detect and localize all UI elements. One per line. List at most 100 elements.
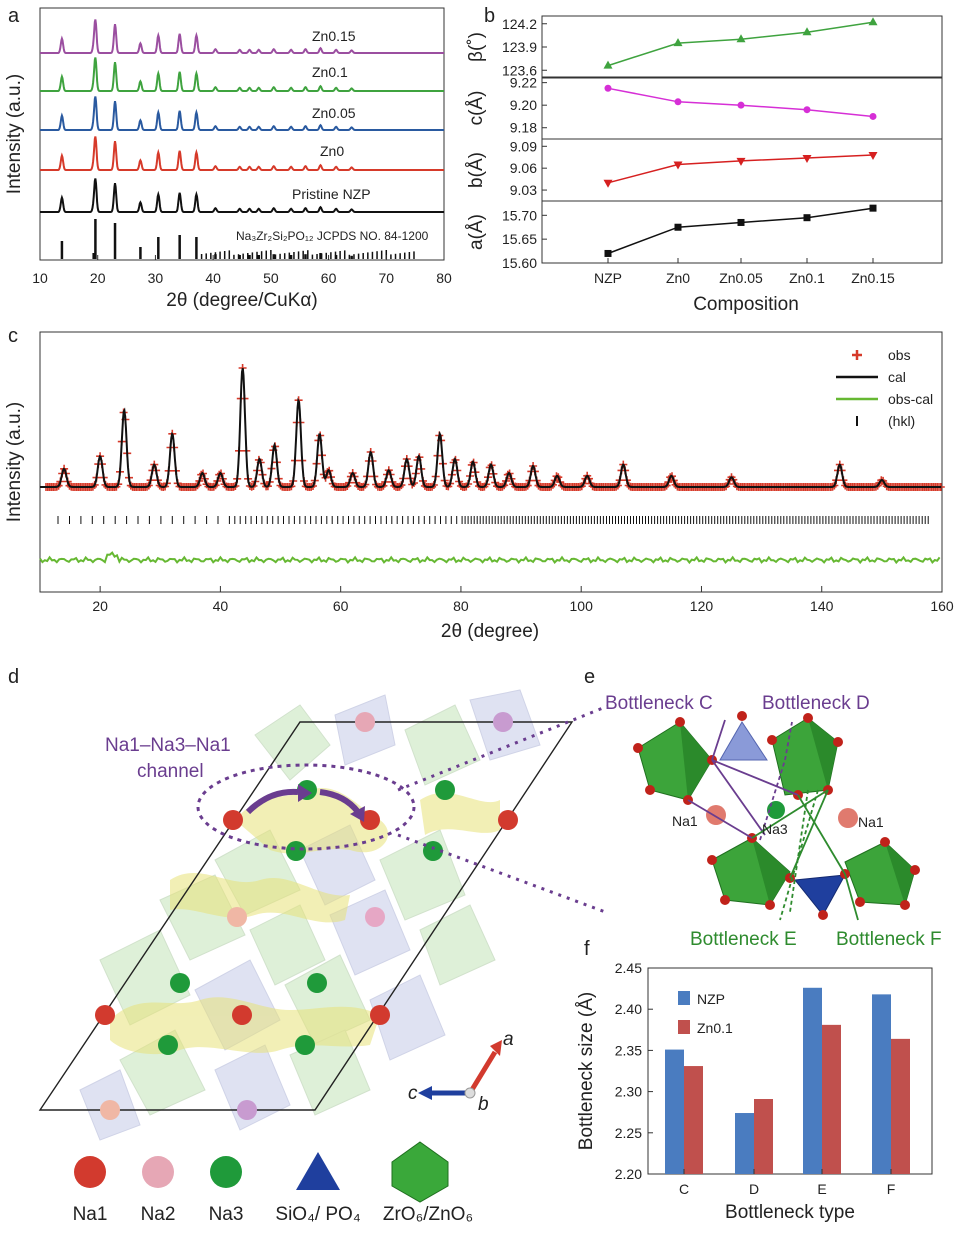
series-label-zn005: Zn0.05 (312, 105, 356, 121)
y-tick-label: 9.18 (510, 120, 537, 136)
subplot-frame (541, 200, 943, 264)
oxygen-atom (737, 711, 747, 721)
x-tick-label: 40 (205, 270, 221, 286)
y-tick-label: 2.20 (615, 1166, 642, 1182)
x-tick-label: Zn0 (666, 270, 690, 286)
panel-f-bar-chart: 2.20 2.25 2.30 2.35 2.40 2.45 C D E F NZP Zn0.1 Bo… (576, 960, 933, 1223)
panel-label-b: b (484, 5, 495, 27)
panel-c-xlabel: 2θ (degree) (441, 621, 539, 642)
series-label-zn0: Zn0 (320, 143, 344, 159)
x-tick-label: 120 (690, 598, 714, 614)
oxygen-atom (900, 900, 910, 910)
legend-tetrahedron-swatch (296, 1152, 340, 1190)
y-tick-label: 9.22 (510, 75, 537, 91)
panel-f-xlabel: Bottleneck type (725, 1202, 855, 1223)
axis-c-arrowhead (418, 1086, 432, 1100)
bottleneck-line (797, 794, 846, 875)
series-label-zn015: Zn0.15 (312, 28, 356, 44)
data-point (604, 84, 612, 92)
label-bottleneck-d: Bottleneck D (762, 693, 870, 714)
x-tick-label: Zn0.15 (851, 270, 895, 286)
data-point (868, 152, 878, 161)
legend-na2-label: Na2 (141, 1204, 176, 1225)
channel-label-line2: channel (137, 761, 204, 782)
bottleneck-line (779, 789, 819, 921)
panel-a-ylabel: Intensity (a.u.) (4, 74, 25, 194)
x-tick-label: 30 (148, 270, 164, 286)
na2-atom (237, 1100, 257, 1120)
hkl-ticks (57, 516, 929, 524)
panel-c-frame (39, 331, 943, 593)
label-bottleneck-c: Bottleneck C (605, 693, 713, 714)
y-tick-label: 9.03 (510, 182, 537, 198)
legend-swatch (678, 991, 690, 1005)
zoom-line-bottom (397, 833, 609, 915)
channel-label-line1: Na1–Na3–Na1 (105, 735, 231, 756)
bottleneck-line (789, 789, 829, 879)
data-point (802, 27, 812, 36)
x-tick-label: 70 (378, 270, 394, 286)
bottleneck-line (687, 799, 753, 839)
panel-f-legend: NZP Zn0.1 (678, 991, 733, 1036)
na1-atom (360, 810, 380, 830)
x-tick-label: NZP (594, 270, 622, 286)
oxygen-atom (818, 910, 828, 920)
oxygen-atom (910, 865, 920, 875)
subplot-ylabel: β(˚) (466, 32, 487, 62)
zoom-line-top (397, 704, 609, 792)
na2-atom (227, 907, 247, 927)
y-tick-label: 9.06 (510, 160, 537, 176)
octahedron-face (808, 718, 838, 790)
x-tick-label: C (679, 1181, 689, 1197)
y-tick-label: 2.30 (615, 1084, 642, 1100)
x-tick-label: Zn0.1 (789, 270, 825, 286)
channel-arrow-right (319, 789, 361, 814)
oxygen-atom (803, 713, 813, 723)
legend-octahedron-swatch (391, 1141, 449, 1203)
x-tick-label: E (817, 1181, 826, 1197)
oxygen-atom (707, 855, 717, 865)
data-point (737, 101, 745, 109)
channel-arrowhead-left (298, 784, 312, 802)
x-tick-label: 10 (32, 270, 48, 286)
y-tick-label: 9.09 (510, 138, 537, 154)
cal-line (40, 367, 942, 488)
x-tick-label: 40 (213, 598, 229, 614)
na3-atom (295, 1035, 315, 1055)
legend-sio4-label: SiO₄/ PO₄ (275, 1204, 360, 1225)
label-na1-left: Na1 (672, 813, 698, 829)
legend-zro6-label: ZrO₆/ZnO₆ (383, 1204, 473, 1225)
data-point (603, 179, 613, 188)
y-tick-label: 2.25 (615, 1125, 642, 1141)
xrd-trace-pristinenzp (40, 178, 444, 213)
label-bottleneck-f: Bottleneck F (836, 929, 942, 950)
xrd-trace-zn005 (40, 96, 444, 131)
obs-cal-line (39, 551, 941, 565)
legend-label: Zn0.1 (697, 1020, 733, 1036)
legend-label: NZP (697, 991, 725, 1007)
na1-atom-left (706, 805, 726, 825)
y-tick-label: 2.40 (615, 1001, 642, 1017)
na2-atom (100, 1100, 120, 1120)
channel-arrowhead-right (350, 806, 365, 822)
axis-b-label: b (478, 1094, 489, 1115)
bar-zn01-c (684, 1066, 703, 1174)
x-tick-label: Zn0.05 (719, 270, 763, 286)
panel-c-rietveld: 20 40 60 80 100 120 140 160 obscalobs-cal(hkl) … (4, 331, 954, 642)
oxygen-atom (675, 717, 685, 727)
panel-b-lattice: 124.2 123.9 123.6 β(˚) 9.22 9.20 9.18 c(Å) 9.09 9… (466, 15, 943, 286)
bar-zn01-f (891, 1038, 910, 1174)
oxygen-atom (880, 837, 890, 847)
oxygen-atom (767, 735, 777, 745)
data-point (674, 223, 682, 231)
data-point (603, 60, 613, 69)
y-tick-label: 123.9 (502, 39, 537, 55)
axis-origin (464, 1087, 476, 1099)
panel-a-xrd: 10 20 30 40 50 60 70 80 Zn0.15 Zn0.1 Zn0.05 Zn0… (4, 7, 452, 311)
legend-na3-swatch (210, 1156, 242, 1188)
tetrahedron (719, 721, 768, 761)
y-tick-label: 15.65 (502, 231, 537, 247)
axis-a-label: a (503, 1029, 514, 1050)
bar-nzp-d (735, 1113, 754, 1174)
